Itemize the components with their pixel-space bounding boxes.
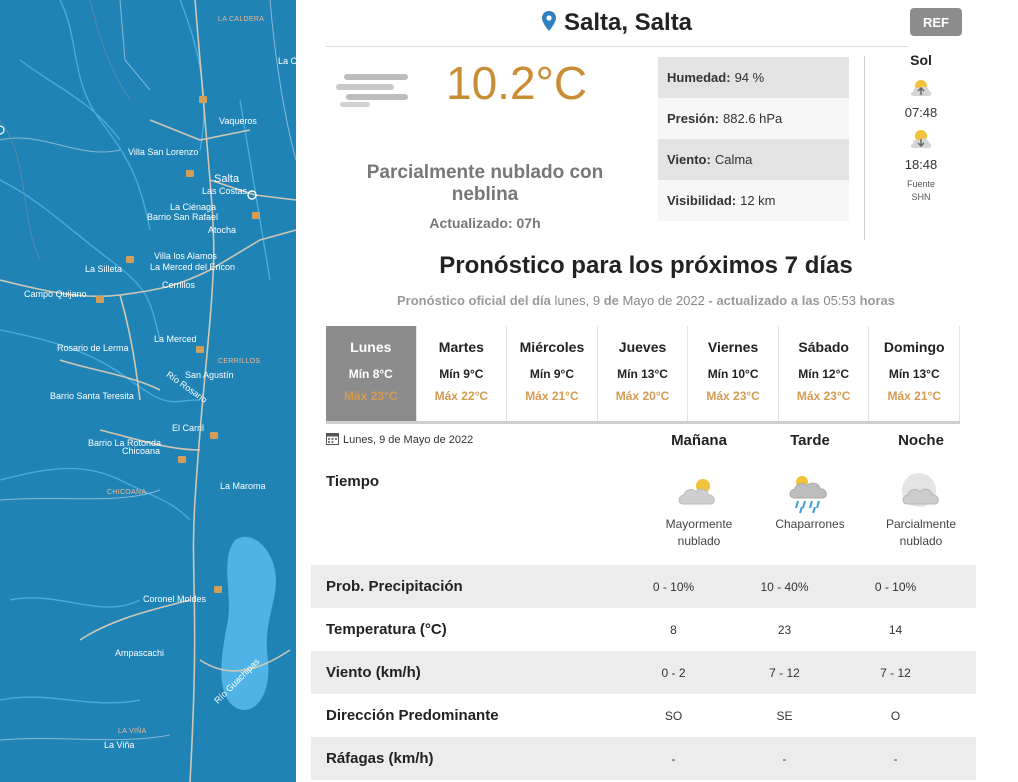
table-row: Prob. Precipitación 0 - 10% 10 - 40% 0 -… xyxy=(311,565,976,608)
partly-cloudy-night-icon xyxy=(866,470,976,517)
map-label: La Merced xyxy=(154,334,197,344)
map-label: Campo Quijano xyxy=(24,289,87,299)
current-stats: Humedad: 94 % Presión: 882.6 hPa Viento: Ca… xyxy=(658,57,849,221)
weather-panel: Salta, Salta REF 10.2°C Parcialmente nub… xyxy=(296,0,1018,782)
map-label: CHICOANA xyxy=(107,489,147,496)
map-label: Barrio La Rotonda xyxy=(88,438,162,448)
location-pin-icon xyxy=(541,10,556,36)
calendar-icon xyxy=(326,432,339,448)
map-label: La Maroma xyxy=(220,481,266,491)
map-label: Vaqueros xyxy=(219,116,257,126)
sun-panel: Sol 07:48 18:48 Fuente SHN xyxy=(891,52,951,204)
updated-label: Actualizado: xyxy=(429,215,513,231)
map-label: La Merced del Encon xyxy=(150,262,236,272)
tab-domingo[interactable]: Domingo Mín 13°C Máx 21°C xyxy=(869,326,961,421)
map-label: Salta xyxy=(214,173,240,185)
table-row: Viento (km/h) 0 - 2 7 - 12 7 - 12 xyxy=(311,651,976,694)
map-panel[interactable]: LA CALDERA La C Vaqueros Villa San Loren… xyxy=(0,0,296,782)
sun-title: Sol xyxy=(910,52,932,68)
tab-martes[interactable]: Martes Mín 9°C Máx 22°C xyxy=(416,326,508,421)
tab-sabado[interactable]: Sábado Mín 12°C Máx 23°C xyxy=(778,326,870,421)
map-label: San Agustín xyxy=(185,370,234,380)
map-label: CERRILLOS xyxy=(218,358,261,365)
map-label: Ampascachi xyxy=(115,648,165,658)
period-noche: Noche xyxy=(898,432,944,449)
map-label: Coronel Moldes xyxy=(143,594,207,604)
tab-lunes[interactable]: Lunes Mín 8°C Máx 23°C xyxy=(326,326,417,421)
showers-icon xyxy=(755,470,865,519)
tab-viernes[interactable]: Viernes Mín 10°C Máx 23°C xyxy=(688,326,779,421)
period-tarde: Tarde xyxy=(790,432,830,449)
tab-miercoles[interactable]: Miércoles Mín 9°C Máx 21°C xyxy=(507,326,598,421)
mostly-cloudy-icon xyxy=(644,470,754,517)
map-label: Cerrillos xyxy=(162,280,196,290)
map-label: Atocha xyxy=(208,225,237,235)
updated-time: Actualizado: 07h xyxy=(340,215,630,231)
days-tabs: Lunes Mín 8°C Máx 23°C Martes Mín 9°C Má… xyxy=(326,326,961,424)
updated-value: 07h xyxy=(516,215,541,231)
condition-manana: Mayormente nublado xyxy=(665,517,733,548)
table-row: Dirección Predominante SO SE O xyxy=(326,707,901,724)
map-label: Las Costas xyxy=(202,186,248,196)
map-label: Barrio Santa Teresita xyxy=(50,391,134,401)
map-label: LA CALDERA xyxy=(218,16,265,23)
tab-jueves[interactable]: Jueves Mín 13°C Máx 20°C xyxy=(597,326,689,421)
sunset-icon xyxy=(891,126,951,155)
fog-icon xyxy=(336,70,412,115)
sunrise-icon xyxy=(891,74,951,103)
map-label: La C xyxy=(278,56,296,66)
stat-humidity: Humedad: 94 % xyxy=(658,57,849,98)
map-label: El Carril xyxy=(172,423,205,433)
map-label: Villa los Alamos xyxy=(154,251,217,261)
tiempo-label: Tiempo xyxy=(326,473,380,490)
map-label: Rosario de Lerma xyxy=(57,343,129,353)
period-manana: Mañana xyxy=(671,432,727,449)
map-label: Chicoana xyxy=(122,446,161,456)
forecast-title: Pronóstico para los próximos 7 días xyxy=(439,252,853,279)
stat-pressure: Presión: 882.6 hPa xyxy=(658,98,849,139)
city-name: Salta, Salta xyxy=(563,9,693,36)
condition-tarde: Chaparrones xyxy=(775,517,845,531)
table-row: Temperatura (°C) 8 23 14 xyxy=(326,621,903,638)
current-description: Parcialmente nublado con neblina xyxy=(366,162,604,205)
stat-visibility: Visibilidad: 12 km xyxy=(658,180,849,221)
detail-table: Prob. Precipitación 0 - 10% 10 - 40% 0 -… xyxy=(311,565,976,780)
condition-noche: Parcialmente nublado xyxy=(885,517,957,548)
map-label: La Viña xyxy=(104,740,135,750)
forecast-subtitle: Pronóstico oficial del día lunes, 9 de M… xyxy=(397,293,895,308)
map-roads xyxy=(0,0,296,782)
map-label: Barrio San Rafael xyxy=(147,212,219,222)
sunrise-time: 07:48 xyxy=(904,105,938,120)
divider xyxy=(864,56,865,240)
table-row: Ráfagas (km/h) - - - xyxy=(311,737,976,780)
map-label: La Silleta xyxy=(85,264,123,274)
current-temperature: 10.2°C xyxy=(446,57,588,109)
map-label: LA VIÑA xyxy=(118,728,147,735)
city-header: Salta, Salta xyxy=(326,0,908,47)
sunset-time: 18:48 xyxy=(904,157,938,172)
stat-wind: Viento: Calma xyxy=(658,139,849,180)
map-label: Villa San Lorenzo xyxy=(128,147,199,157)
source-label: Fuente SHN xyxy=(906,179,936,202)
ref-button[interactable]: REF xyxy=(910,8,962,36)
detail-date: Lunes, 9 de Mayo de 2022 xyxy=(326,432,473,448)
map-label: La Ciénaga xyxy=(170,202,217,212)
